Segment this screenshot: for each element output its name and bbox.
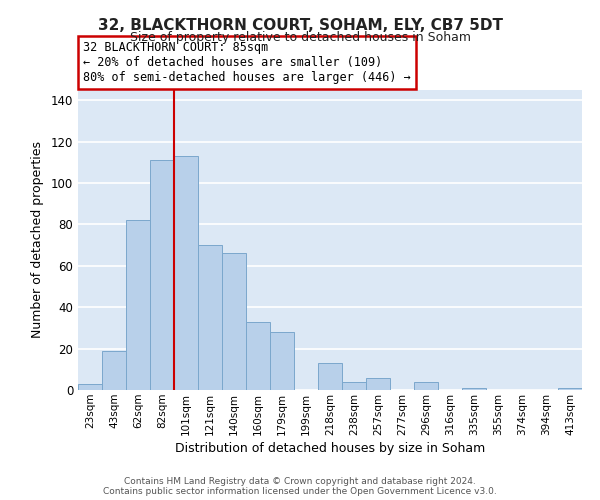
Bar — [462, 388, 486, 390]
Bar — [222, 254, 246, 390]
Text: Size of property relative to detached houses in Soham: Size of property relative to detached ho… — [130, 31, 470, 44]
Bar — [174, 156, 198, 390]
Text: 32, BLACKTHORN COURT, SOHAM, ELY, CB7 5DT: 32, BLACKTHORN COURT, SOHAM, ELY, CB7 5D… — [97, 18, 503, 32]
Bar — [558, 388, 582, 390]
Bar — [198, 245, 222, 390]
Bar — [78, 384, 102, 390]
X-axis label: Distribution of detached houses by size in Soham: Distribution of detached houses by size … — [175, 442, 485, 455]
Bar — [342, 382, 366, 390]
Text: Contains HM Land Registry data © Crown copyright and database right 2024.: Contains HM Land Registry data © Crown c… — [124, 478, 476, 486]
Y-axis label: Number of detached properties: Number of detached properties — [31, 142, 44, 338]
Bar — [366, 378, 390, 390]
Bar — [126, 220, 150, 390]
Bar — [414, 382, 438, 390]
Bar — [246, 322, 270, 390]
Bar — [102, 350, 126, 390]
Bar — [318, 363, 342, 390]
Text: Contains public sector information licensed under the Open Government Licence v3: Contains public sector information licen… — [103, 488, 497, 496]
Text: 32 BLACKTHORN COURT: 85sqm
← 20% of detached houses are smaller (109)
80% of sem: 32 BLACKTHORN COURT: 85sqm ← 20% of deta… — [83, 41, 411, 84]
Bar — [150, 160, 174, 390]
Bar — [270, 332, 294, 390]
